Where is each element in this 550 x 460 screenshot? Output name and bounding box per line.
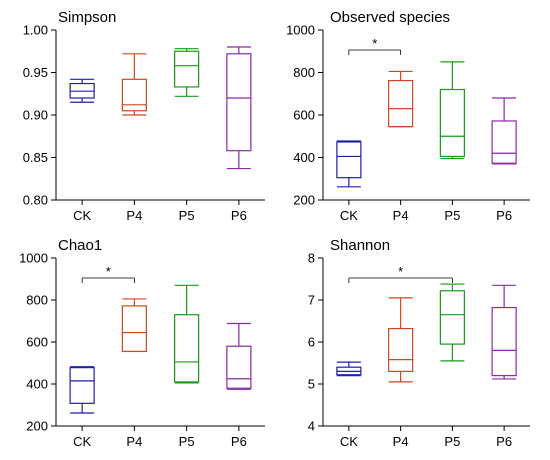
iqr-box (491, 120, 517, 164)
y-tick-label: 5 (308, 377, 315, 392)
y-tick-label: 600 (26, 335, 48, 350)
y-tick-label: 400 (26, 377, 48, 392)
box-p4 (121, 298, 147, 353)
y-tick-label: 0.85 (23, 150, 48, 165)
iqr-box (174, 314, 200, 383)
x-tick-label: P4 (126, 208, 142, 223)
x-tick-label: CK (73, 208, 91, 223)
y-tick-label: 4 (308, 419, 315, 434)
box-p4 (121, 53, 147, 116)
significance-bracket: * (81, 264, 135, 283)
y-tick-label: 400 (293, 150, 315, 165)
box-ck (69, 366, 95, 414)
box-ck (69, 78, 95, 103)
significance-label: * (372, 36, 377, 51)
x-tick-label: P5 (179, 208, 195, 223)
y-tick-label: 8 (308, 251, 315, 266)
x-tick-label: P6 (231, 434, 247, 449)
panel-chao1: Chao1 200 400 600 800 1000 CK P4 P5 P6 * (19, 237, 265, 449)
panel-title: Simpson (58, 9, 116, 26)
panel-title: Observed species (330, 9, 450, 26)
panel-shannon: Shannon 4 5 6 7 8 CK P4 P5 P6 * (308, 237, 530, 449)
box-ck (336, 140, 362, 188)
x-tick-label: P6 (231, 208, 247, 223)
significance-bracket: * (348, 264, 453, 283)
y-tick-label: 0.80 (23, 193, 48, 208)
panel-simpson: Simpson 0.80 0.85 0.90 0.95 1.00 CK P4 P5 P6 (23, 9, 265, 223)
y-tick-label: 800 (293, 65, 315, 80)
x-tick-label: P4 (126, 434, 142, 449)
y-tick-label: 800 (26, 293, 48, 308)
x-tick-label: P5 (444, 434, 460, 449)
box-p6 (491, 284, 517, 380)
iqr-box (491, 306, 517, 377)
iqr-box (69, 367, 95, 404)
y-tick-label: 200 (26, 419, 48, 434)
y-tick-label: 1000 (19, 251, 48, 266)
panel-observed-species: Observed species 200 400 600 800 1000 CK P4 P5 P6… (286, 9, 530, 223)
box-p5 (439, 283, 465, 362)
box-p4 (388, 70, 414, 128)
panel-title: Shannon (330, 237, 390, 254)
iqr-box (121, 78, 147, 112)
y-tick-label: 6 (308, 335, 315, 350)
box-p5 (174, 284, 200, 384)
significance-label: * (106, 264, 111, 279)
x-tick-label: CK (340, 208, 358, 223)
iqr-box (226, 345, 252, 389)
iqr-box (174, 50, 200, 88)
x-tick-label: CK (73, 434, 91, 449)
y-tick-label: 0.90 (23, 108, 48, 123)
x-tick-label: P4 (393, 434, 409, 449)
x-tick-label: P6 (496, 208, 512, 223)
iqr-box (439, 290, 465, 345)
x-tick-label: P6 (496, 434, 512, 449)
iqr-box (388, 79, 414, 128)
iqr-box (439, 88, 465, 158)
y-tick-label: 1000 (286, 23, 315, 38)
iqr-box (226, 53, 252, 152)
x-tick-label: CK (340, 434, 358, 449)
y-tick-label: 1.00 (23, 23, 48, 38)
iqr-box (388, 327, 414, 372)
box-ck (336, 361, 362, 377)
box-p5 (439, 61, 465, 160)
panel-title: Chao1 (58, 237, 102, 254)
iqr-box (336, 141, 362, 179)
box-p5 (174, 48, 200, 97)
box-p4 (388, 297, 414, 383)
x-tick-label: P5 (444, 208, 460, 223)
box-p6 (491, 97, 517, 165)
box-p6 (226, 322, 252, 390)
y-tick-label: 600 (293, 108, 315, 123)
x-tick-label: P4 (393, 208, 409, 223)
y-tick-label: 0.95 (23, 65, 48, 80)
x-tick-label: P5 (179, 434, 195, 449)
y-tick-label: 200 (293, 193, 315, 208)
significance-bracket: * (348, 36, 402, 55)
y-tick-label: 7 (308, 293, 315, 308)
iqr-box (121, 305, 147, 353)
significance-label: * (398, 264, 403, 279)
box-p6 (226, 46, 252, 170)
